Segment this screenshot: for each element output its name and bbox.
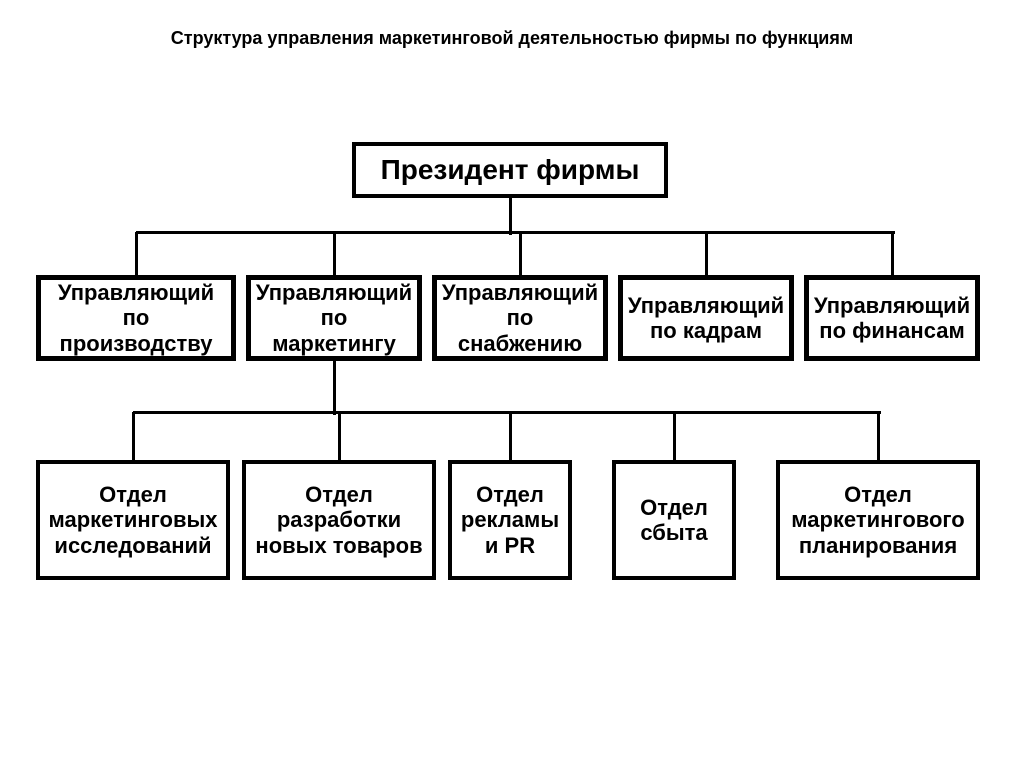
connector-line [673,412,676,463]
node-label: Отдел маркетинговых исследований [46,482,220,558]
connector-line [132,412,135,463]
connector-line [509,198,512,235]
node-label: Управляющий по финансам [814,293,970,344]
connector-line [135,232,138,278]
node-label: Управляющий по производству [47,280,225,356]
node-label: Отдел разработки новых товаров [252,482,426,558]
node-dept-advertising-pr: Отдел рекламы и PR [448,460,572,580]
node-label: Управляющий по кадрам [628,293,784,344]
node-president: Президент фирмы [352,142,668,198]
node-label: Отдел маркетингового планирования [786,482,970,558]
connector-line [333,361,336,415]
connector-line [333,232,336,278]
connector-line [509,412,512,463]
node-label: Управляющий по маркетингу [256,280,412,356]
node-manager-marketing: Управляющий по маркетингу [246,275,422,361]
org-chart-canvas: Структура управления маркетинговой деяте… [0,0,1024,767]
node-dept-sales: Отдел сбыта [612,460,736,580]
node-manager-finance: Управляющий по финансам [804,275,980,361]
node-manager-supply: Управляющий по снабжению [432,275,608,361]
connector-line [705,232,708,278]
connector-line [136,231,895,234]
node-dept-product-dev: Отдел разработки новых товаров [242,460,436,580]
node-manager-hr: Управляющий по кадрам [618,275,794,361]
node-label: Отдел сбыта [622,495,726,546]
node-label: Управляющий по снабжению [442,280,598,356]
node-label: Президент фирмы [381,154,640,186]
node-manager-production: Управляющий по производству [36,275,236,361]
connector-line [133,411,881,414]
connector-line [519,232,522,278]
node-dept-research: Отдел маркетинговых исследований [36,460,230,580]
node-label: Отдел рекламы и PR [458,482,562,558]
connector-line [877,412,880,463]
connector-line [891,232,894,278]
node-dept-marketing-planning: Отдел маркетингового планирования [776,460,980,580]
connector-line [338,412,341,463]
diagram-title: Структура управления маркетинговой деяте… [0,28,1024,49]
